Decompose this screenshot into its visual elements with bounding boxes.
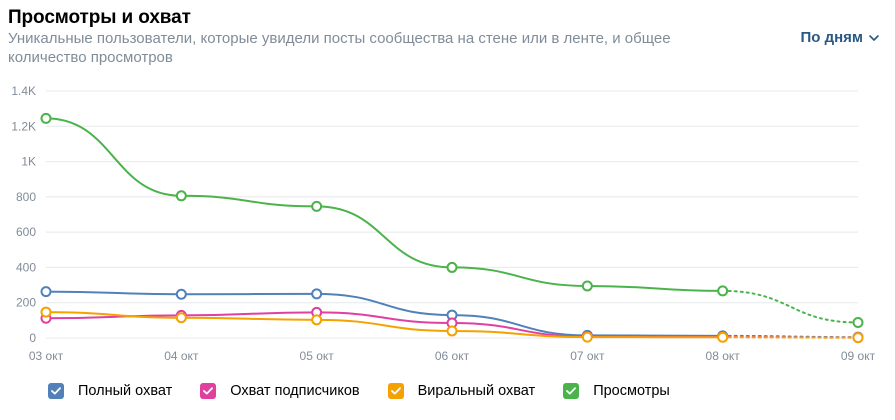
y-tick-label: 1K: [21, 155, 36, 169]
series-line: [45, 290, 724, 337]
x-tick-label: 07 окт: [570, 349, 605, 363]
data-point: [311, 200, 323, 212]
y-tick-label: 800: [16, 190, 36, 204]
chart-legend: Полный охват Охват подписчиков Виральный о…: [48, 383, 698, 399]
y-tick-label: 600: [16, 225, 36, 239]
x-tick-label: 05 окт: [300, 349, 335, 363]
legend-label: Просмотры: [593, 383, 670, 399]
legend-item[interactable]: Виральный охват: [387, 383, 536, 399]
y-tick-label: 1.4K: [11, 84, 36, 98]
x-tick-label: 09 окт: [841, 349, 876, 363]
data-point: [852, 332, 864, 344]
data-point: [40, 112, 52, 124]
data-point: [40, 286, 52, 298]
data-point: [175, 190, 187, 202]
data-point: [581, 331, 593, 343]
line-chart: 0 200 400 600 800 1K 1.2K 1.4K 03 окт 04 окт 05 ок…: [11, 84, 876, 363]
checkbox-checked-icon[interactable]: [563, 383, 580, 399]
period-label: По дням: [800, 29, 863, 46]
y-tick-label: 0: [29, 331, 36, 345]
data-point: [446, 325, 458, 337]
chart-title: Просмотры и охват: [8, 7, 191, 28]
checkbox-checked-icon[interactable]: [387, 383, 404, 399]
data-point: [311, 288, 323, 300]
data-point: [175, 288, 187, 300]
legend-item[interactable]: Охват подписчиков: [200, 383, 360, 399]
data-point: [717, 285, 729, 297]
checkbox-checked-icon[interactable]: [200, 383, 217, 399]
legend-label: Охват подписчиков: [230, 383, 360, 399]
x-tick-label: 08 окт: [706, 349, 741, 363]
data-point: [446, 261, 458, 273]
series-line-forecast: [721, 289, 859, 324]
series-line: [45, 117, 724, 292]
legend-label: Виральный охват: [417, 383, 536, 399]
data-point: [311, 314, 323, 326]
chart-subtitle: Уникальные пользователи, которые увидели…: [8, 30, 671, 66]
data-point: [717, 331, 729, 343]
y-tick-label: 200: [16, 296, 36, 310]
legend-item[interactable]: Просмотры: [563, 383, 670, 399]
data-point: [175, 312, 187, 324]
series-line: [45, 311, 724, 339]
checkbox-checked-icon[interactable]: [48, 383, 64, 399]
chevron-down-icon: [869, 34, 879, 41]
data-point: [581, 280, 593, 292]
data-point: [852, 316, 864, 328]
y-tick-label: 1.2K: [11, 119, 36, 133]
period-dropdown[interactable]: По дням: [800, 29, 879, 46]
x-tick-label: 06 окт: [435, 349, 470, 363]
x-tick-label: 04 окт: [164, 349, 199, 363]
data-point: [40, 306, 52, 318]
y-tick-label: 400: [16, 260, 36, 274]
legend-label: Полный охват: [78, 383, 173, 399]
legend-item[interactable]: Полный охват: [48, 383, 172, 399]
x-tick-label: 03 окт: [29, 349, 64, 363]
